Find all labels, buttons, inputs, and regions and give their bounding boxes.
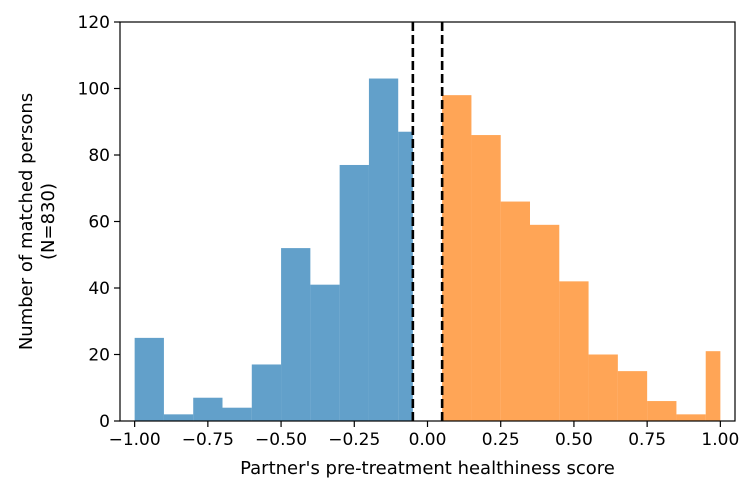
histogram-bar <box>588 354 618 421</box>
histogram-bar <box>193 397 223 421</box>
x-axis-label: Partner's pre-treatment healthiness scor… <box>240 458 615 479</box>
histogram-bar <box>134 337 164 421</box>
histogram-bar <box>251 364 282 421</box>
histogram-bar <box>471 135 501 422</box>
histogram-bar <box>500 201 530 421</box>
histogram-bar <box>559 281 589 421</box>
x-tick-label: 0.25 <box>482 430 520 450</box>
axes-layer <box>119 21 736 422</box>
histogram-bar <box>368 78 399 422</box>
ticks-layer: −1.00 −0.75 −0.50 −0.25 0.00 0.25 0.50 0.75 1.00… <box>78 13 740 450</box>
histogram-bar <box>163 414 194 421</box>
y-tick-label: 80 <box>88 146 110 166</box>
histogram-bar <box>222 407 252 421</box>
y-axis-label: Number of matched persons <box>16 93 37 350</box>
y-tick-label: 20 <box>88 346 110 366</box>
histogram-bar <box>676 414 706 421</box>
histogram-bar <box>647 401 677 421</box>
reference-lines-layer <box>411 22 444 421</box>
histogram-bar <box>617 371 648 421</box>
histogram-bar <box>310 284 340 421</box>
histogram-bar <box>442 95 472 422</box>
labels-layer: Partner's pre-treatment healthiness scor… <box>16 93 615 479</box>
x-tick-label: −0.75 <box>182 430 234 450</box>
y-tick-label: 40 <box>88 279 110 299</box>
y-tick-label: 60 <box>88 213 110 233</box>
x-tick-label: 0.75 <box>628 430 666 450</box>
histogram-bar <box>281 248 311 421</box>
histogram-bar <box>339 164 369 421</box>
plot-frame <box>119 21 736 422</box>
x-tick-label: −1.00 <box>109 430 161 450</box>
y-axis-label-sub: (N=830) <box>38 183 59 260</box>
histogram-bar <box>398 131 413 421</box>
bars-layer <box>134 78 721 422</box>
x-tick-label: 0.00 <box>409 430 447 450</box>
x-tick-label: 0.50 <box>555 430 593 450</box>
y-tick-label: 100 <box>78 80 110 100</box>
x-tick-label: −0.25 <box>328 430 380 450</box>
x-tick-label: 1.00 <box>701 430 739 450</box>
histogram-bar <box>705 351 721 421</box>
y-tick-label: 120 <box>78 13 110 33</box>
x-tick-label: −0.50 <box>255 430 307 450</box>
y-tick-label: 0 <box>99 412 110 432</box>
histogram-bar <box>530 224 560 421</box>
